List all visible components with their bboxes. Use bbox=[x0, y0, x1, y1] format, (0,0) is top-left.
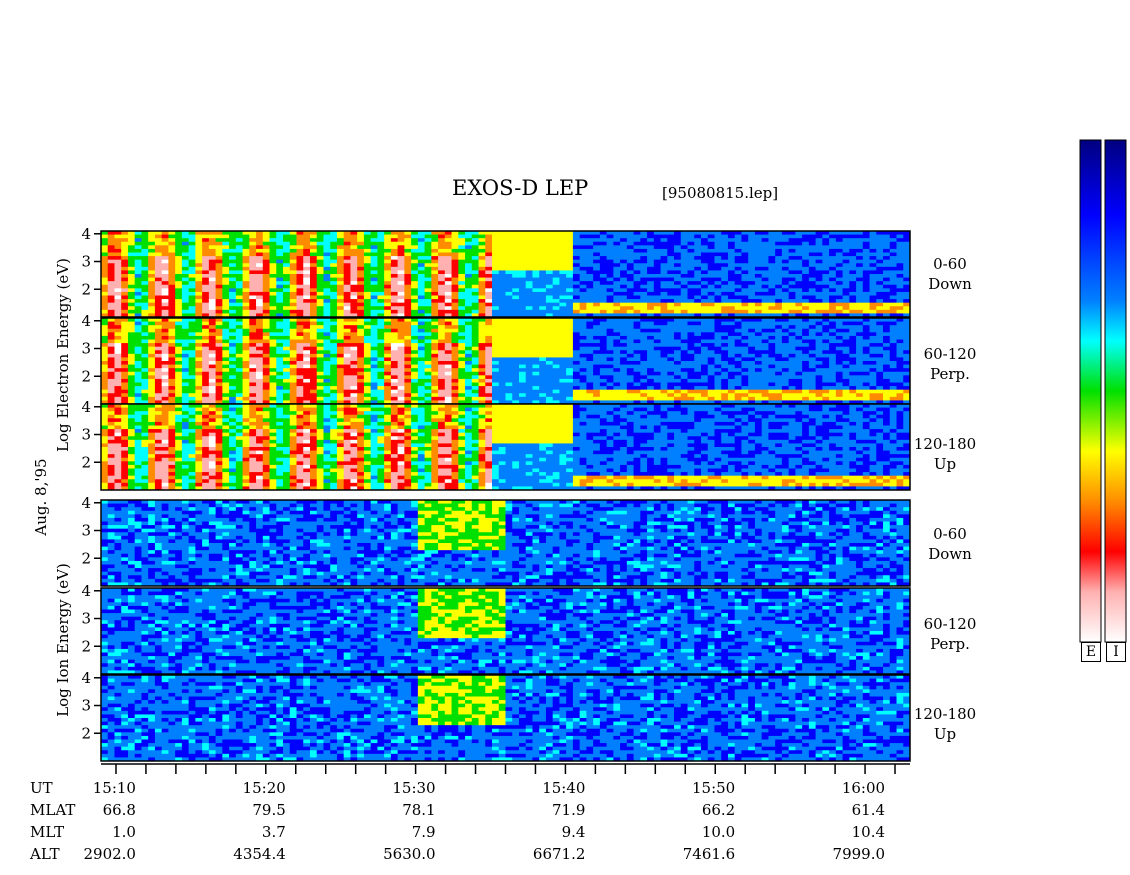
channel-label-e-2: 120-180 Up bbox=[910, 434, 980, 474]
orbit-row-name: MLT bbox=[30, 823, 65, 841]
spectrogram-panel-3 bbox=[100, 499, 911, 587]
orbit-value: 16:00 bbox=[841, 779, 886, 797]
orbit-row-name: MLAT bbox=[30, 801, 76, 819]
orbit-value: 10.0 bbox=[701, 823, 736, 841]
channel-direction: Perp. bbox=[930, 635, 970, 653]
orbit-value: 7.9 bbox=[411, 823, 436, 841]
x-axis bbox=[101, 763, 910, 774]
spectrogram-panel-5 bbox=[100, 674, 911, 762]
y-axes: 4 3 2 4 3 2 4 3 2 4 3 2 4 3 2 4 3 2 bbox=[81, 225, 101, 742]
y-tick-label: 4 bbox=[81, 669, 91, 687]
y-tick-label: 4 bbox=[81, 225, 91, 243]
electron-y-axis-label: Log Electron Energy (eV) bbox=[54, 258, 72, 452]
orbit-value: 15:40 bbox=[542, 779, 586, 797]
orbit-value: 7461.6 bbox=[682, 845, 736, 863]
orbit-value: 15:50 bbox=[692, 779, 736, 797]
orbit-value: 1.0 bbox=[112, 823, 136, 841]
channel-range: 0-60 bbox=[933, 255, 967, 273]
orbit-value: 6671.2 bbox=[532, 845, 586, 863]
orbit-value: 15:30 bbox=[392, 779, 436, 797]
channel-range: 120-180 bbox=[913, 435, 977, 453]
spectrogram-panel-1 bbox=[100, 317, 911, 405]
channel-direction: Down bbox=[928, 545, 972, 563]
colorbar-ion bbox=[1104, 139, 1127, 643]
colorbar-caption-ion: I bbox=[1106, 642, 1126, 662]
channel-label-e-0: 0-60 Down bbox=[915, 254, 985, 294]
channel-direction: Up bbox=[933, 725, 957, 743]
channel-label-i-0: 0-60 Down bbox=[915, 524, 985, 564]
spectrogram-panel-4 bbox=[100, 587, 911, 675]
orbit-value: 71.9 bbox=[552, 801, 586, 819]
colorbar-electron bbox=[1079, 139, 1102, 643]
channel-label-i-1: 60-120 Perp. bbox=[915, 614, 985, 654]
orbit-value: 66.8 bbox=[102, 801, 136, 819]
orbit-value: 61.4 bbox=[851, 801, 886, 819]
file-name: [95080815.lep] bbox=[662, 184, 779, 202]
orbit-row-name: UT bbox=[30, 779, 53, 797]
ion-y-axis-label: Log Ion Energy (eV) bbox=[54, 563, 72, 717]
channel-range: 0-60 bbox=[933, 525, 967, 543]
channel-direction: Perp. bbox=[930, 365, 970, 383]
y-tick-label: 2 bbox=[81, 280, 91, 298]
orbit-value: 3.7 bbox=[261, 823, 286, 841]
y-tick-label: 2 bbox=[81, 724, 91, 742]
channel-range: 60-120 bbox=[923, 345, 977, 363]
channel-label-i-2: 120-180 Up bbox=[910, 704, 980, 744]
y-tick-label: 3 bbox=[81, 426, 91, 444]
channel-label-e-1: 60-120 Perp. bbox=[915, 344, 985, 384]
spectrogram-panels bbox=[100, 230, 911, 762]
chart-title: EXOS-D LEP bbox=[452, 176, 589, 200]
channel-range: 60-120 bbox=[923, 615, 977, 633]
y-tick-label: 4 bbox=[81, 398, 91, 416]
y-tick-label: 4 bbox=[81, 494, 91, 512]
y-tick-label: 2 bbox=[81, 549, 91, 567]
orbit-value: 15:20 bbox=[242, 779, 286, 797]
orbit-value: 78.1 bbox=[402, 801, 436, 819]
orbit-value: 5630.0 bbox=[383, 845, 436, 863]
y-tick-label: 3 bbox=[81, 253, 91, 271]
orbit-value: 9.4 bbox=[561, 823, 586, 841]
date-label: Aug. 8,'95 bbox=[32, 458, 50, 536]
orbit-value: 2902.0 bbox=[83, 845, 136, 863]
orbit-value: 79.5 bbox=[252, 801, 286, 819]
orbit-value: 66.2 bbox=[701, 801, 736, 819]
y-tick-label: 3 bbox=[81, 610, 91, 628]
y-tick-label: 4 bbox=[81, 312, 91, 330]
channel-direction: Down bbox=[928, 275, 972, 293]
y-tick-label: 3 bbox=[81, 522, 91, 540]
spectrogram-panel-2 bbox=[100, 403, 911, 491]
orbit-value: 10.4 bbox=[851, 823, 886, 841]
y-tick-label: 3 bbox=[81, 340, 91, 358]
colorbar-caption-electron: E bbox=[1081, 642, 1101, 662]
y-tick-label: 2 bbox=[81, 453, 91, 471]
channel-direction: Up bbox=[933, 455, 957, 473]
orbit-row-name: ALT bbox=[30, 845, 60, 863]
orbit-value: 4354.4 bbox=[233, 845, 286, 863]
y-tick-label: 4 bbox=[81, 582, 91, 600]
spectrogram-panel-0 bbox=[100, 230, 911, 318]
y-tick-label: 2 bbox=[81, 367, 91, 385]
orbit-value: 15:10 bbox=[92, 779, 136, 797]
y-tick-label: 2 bbox=[81, 637, 91, 655]
y-tick-label: 3 bbox=[81, 697, 91, 715]
orbit-value: 7999.0 bbox=[832, 845, 886, 863]
channel-range: 120-180 bbox=[913, 705, 977, 723]
